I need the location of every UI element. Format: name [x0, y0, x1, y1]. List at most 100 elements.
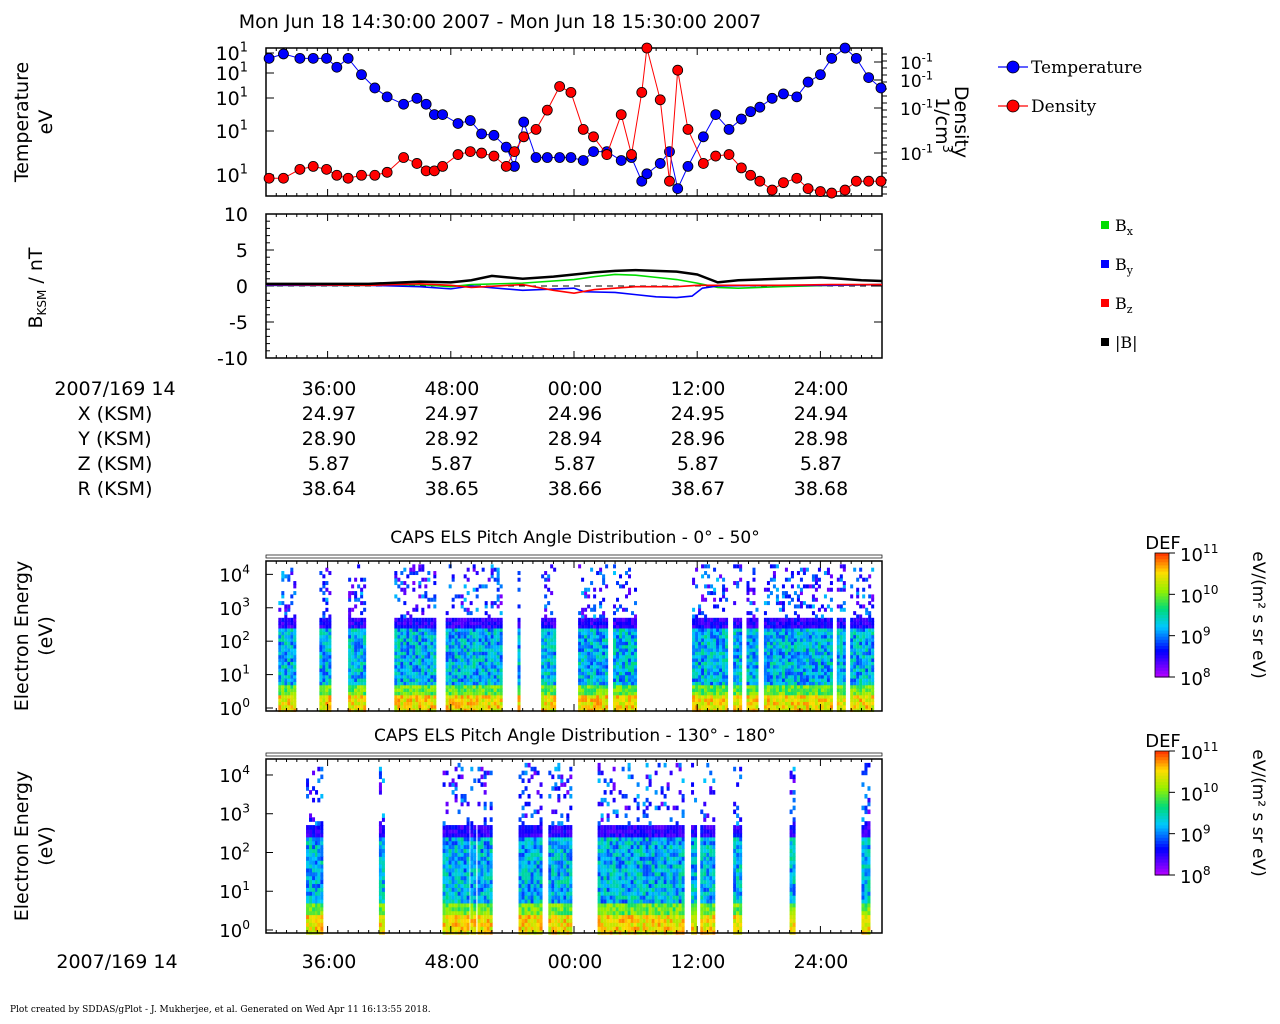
heatmap-cell	[796, 614, 800, 619]
heatmap-cell	[865, 697, 869, 702]
heatmap-cell	[487, 708, 491, 713]
heatmap-cell	[348, 697, 352, 702]
heatmap-cell	[787, 647, 791, 652]
heatmap-cell	[578, 708, 582, 713]
heatmap-cell	[466, 591, 470, 596]
heatmap-cell	[394, 708, 398, 713]
heatmap-cell	[487, 621, 491, 626]
heatmap-cell	[755, 694, 759, 699]
heatmap-cell	[363, 667, 367, 672]
heatmap-cell	[733, 601, 737, 606]
heatmap-cell	[622, 584, 626, 589]
heatmap-cell	[496, 567, 500, 572]
heatmap-cell	[631, 617, 635, 622]
heatmap-cell	[306, 906, 310, 912]
heatmap-cell	[593, 691, 597, 696]
heatmap-cell	[829, 664, 833, 669]
heatmap-cell	[868, 704, 872, 709]
heatmap-cell	[460, 657, 464, 662]
heatmap-cell	[541, 704, 545, 709]
heatmap-cell	[278, 601, 282, 606]
heatmap-cell	[472, 651, 476, 656]
heatmap-cell	[463, 684, 467, 689]
heatmap-cell	[293, 581, 297, 586]
heatmap-cell	[487, 687, 491, 692]
heatmap-cell	[418, 684, 422, 689]
heatmap-cell	[698, 627, 702, 632]
heatmap-cell	[766, 601, 770, 606]
heatmap-cell	[587, 691, 591, 696]
heatmap-cell	[278, 621, 282, 626]
heatmap-cell	[698, 637, 702, 642]
heatmap-cell	[442, 883, 446, 888]
heatmap-cell	[287, 708, 291, 713]
heatmap-cell	[802, 664, 806, 669]
heatmap-cell	[317, 914, 321, 920]
heatmap-cell	[836, 667, 840, 672]
heatmap-cell	[578, 691, 582, 696]
heatmap-cell	[836, 644, 840, 649]
heatmap-cell	[590, 694, 594, 699]
heatmap-cell	[722, 641, 726, 646]
heatmap-cell	[351, 647, 355, 652]
heatmap-cell	[707, 624, 711, 629]
heatmap-cell	[802, 647, 806, 652]
legend-marker	[1006, 99, 1020, 113]
heatmap-cell	[472, 671, 476, 676]
heatmap-cell	[859, 687, 863, 692]
heatmap-cell	[826, 631, 830, 636]
heatmap-cell	[823, 691, 827, 696]
heatmap-cell	[820, 684, 824, 689]
heatmap-cell	[320, 844, 324, 850]
data-point-temperature	[791, 91, 803, 103]
heatmap-cell	[722, 647, 726, 652]
heatmap-cell	[805, 641, 809, 646]
colorbar-swatch	[1155, 642, 1169, 647]
heatmap-cell	[360, 627, 364, 632]
heatmap-cell	[550, 694, 554, 699]
heatmap-cell	[868, 701, 872, 706]
heatmap-cell	[499, 624, 503, 629]
heatmap-cell	[320, 871, 324, 877]
heatmap-cell	[475, 607, 479, 612]
heatmap-cell	[466, 681, 470, 686]
heatmap-cell	[397, 647, 401, 652]
heatmap-cell	[490, 641, 494, 646]
heatmap-cell	[698, 631, 702, 636]
heatmap-cell	[421, 708, 425, 713]
heatmap-cell	[363, 634, 367, 639]
heatmap-cell	[772, 577, 776, 582]
heatmap-cell	[397, 654, 401, 659]
heatmap-cell	[628, 661, 632, 666]
heatmap-cell	[475, 687, 479, 692]
heatmap-cell	[634, 631, 638, 636]
heatmap-cell	[862, 587, 866, 592]
heatmap-cell	[412, 564, 416, 569]
heatmap-cell	[725, 694, 729, 699]
heatmap-cell	[424, 631, 428, 636]
heatmap-cell	[755, 708, 759, 713]
heatmap-cell	[796, 641, 800, 646]
heatmap-cell	[451, 708, 455, 713]
heatmap-cell	[823, 661, 827, 666]
heatmap-cell	[704, 654, 708, 659]
heatmap-cell	[593, 607, 597, 612]
heatmap-cell	[415, 637, 419, 642]
heatmap-cell	[631, 621, 635, 626]
heatmap-cell	[544, 604, 548, 609]
heatmap-cell	[394, 687, 398, 692]
heatmap-cell	[403, 641, 407, 646]
heatmap-cell	[781, 664, 785, 669]
heatmap-cell	[357, 584, 361, 589]
heatmap-cell	[853, 621, 857, 626]
heatmap-cell	[634, 661, 638, 666]
data-point-density	[802, 183, 814, 195]
heatmap-cell	[448, 641, 452, 646]
heatmap-cell	[763, 624, 767, 629]
heatmap-cell	[406, 684, 410, 689]
heatmap-cell	[427, 571, 431, 576]
heatmap-cell	[856, 624, 860, 629]
heatmap-cell	[460, 621, 464, 626]
heatmap-cell	[320, 856, 324, 861]
heatmap-cell	[315, 790, 319, 795]
